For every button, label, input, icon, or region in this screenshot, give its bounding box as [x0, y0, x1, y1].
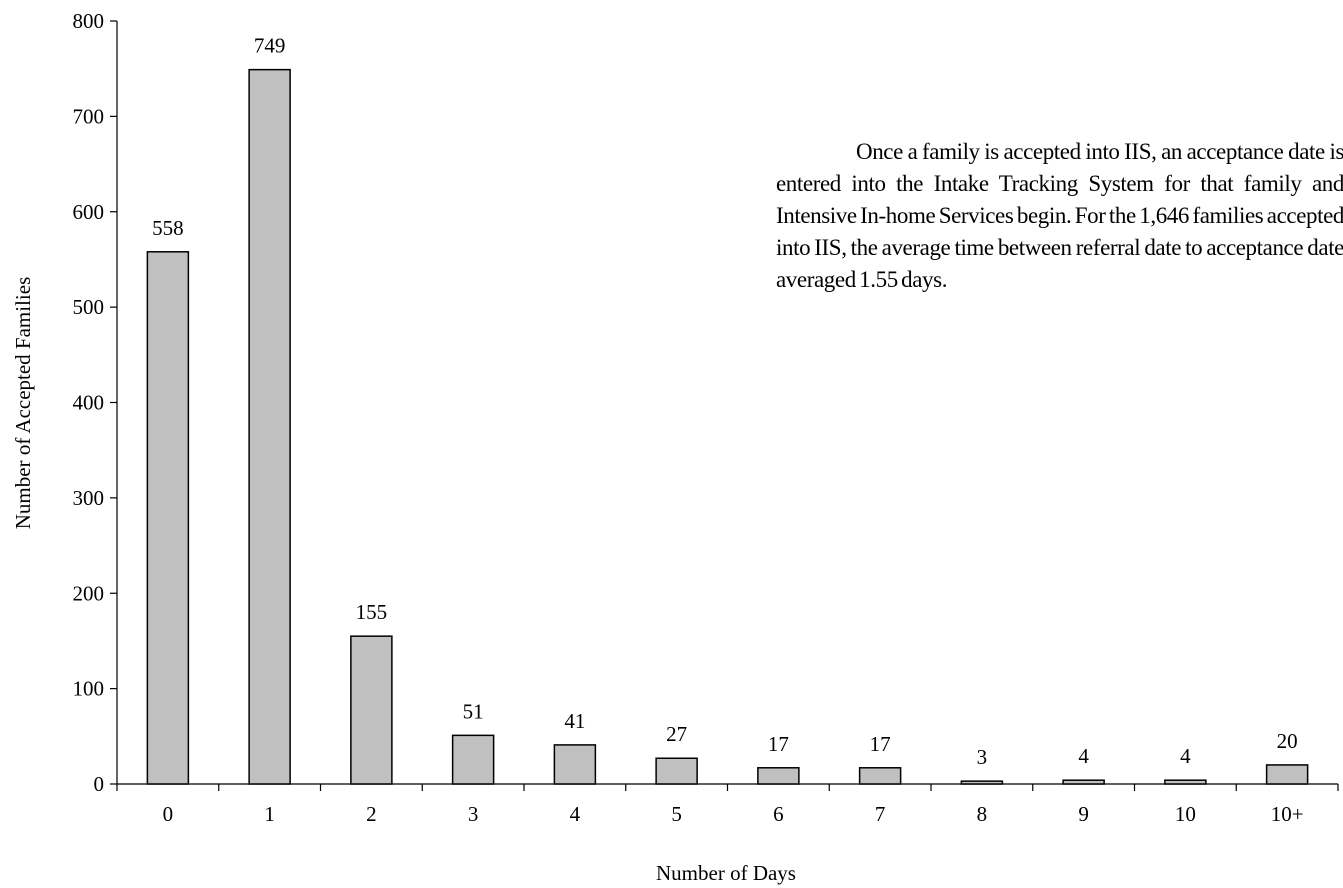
- data-label: 27: [666, 722, 687, 746]
- data-label: 155: [356, 600, 388, 624]
- data-label: 17: [768, 732, 789, 756]
- bar-4: [553, 744, 597, 785]
- x-tick-label: 7: [875, 802, 886, 826]
- y-tick-label: 200: [73, 581, 105, 605]
- x-tick-label: 0: [163, 802, 174, 826]
- x-tick-label: 9: [1078, 802, 1089, 826]
- data-label: 4: [1078, 744, 1089, 768]
- x-tick-label: 8: [977, 802, 988, 826]
- bar-3: [451, 734, 495, 785]
- y-tick-label: 700: [73, 104, 105, 128]
- bar-5: [655, 757, 698, 785]
- x-tick-label: 4: [570, 802, 581, 826]
- annotation-text: Once a family is accepted into IIS, an a…: [776, 139, 1343, 292]
- y-tick-label: 100: [73, 677, 105, 701]
- y-tick-label: 0: [94, 772, 105, 796]
- y-tick-label: 800: [73, 9, 105, 33]
- y-tick-label: 500: [73, 295, 105, 319]
- x-tick-label: 3: [468, 802, 479, 826]
- data-labels: 558 749 155 51 41 27 17 17 3 4 4 20: [152, 34, 1298, 769]
- y-tick-label: 600: [73, 200, 105, 224]
- bar-0: [146, 251, 190, 785]
- y-tick-label: 400: [73, 391, 105, 415]
- data-label: 41: [564, 709, 585, 733]
- x-tick-label: 6: [773, 802, 784, 826]
- bar-6: [757, 767, 800, 785]
- x-tick-label: 10+: [1271, 802, 1304, 826]
- x-axis-title: Number of Days: [656, 861, 796, 885]
- x-axis: 0 1 2 3 4 5 6 7 8 9 10 10+: [116, 783, 1339, 826]
- bar-1: [248, 68, 291, 785]
- data-label: 51: [463, 699, 484, 723]
- bar-7: [858, 767, 902, 785]
- bar-10: [1164, 779, 1207, 785]
- data-label: 558: [152, 216, 184, 240]
- bar-2: [350, 635, 393, 785]
- x-tick-label: 2: [366, 802, 377, 826]
- bars: [146, 68, 1309, 785]
- data-label: 3: [977, 745, 988, 769]
- x-tick-label: 10: [1175, 802, 1196, 826]
- data-label: 749: [254, 34, 286, 58]
- y-tick-label: 300: [73, 486, 105, 510]
- y-axis: 0 100 200 300 400 500 600 700 800: [73, 9, 118, 796]
- bar-10+: [1265, 764, 1309, 785]
- data-label: 17: [870, 732, 891, 756]
- bar-8: [960, 780, 1004, 785]
- x-tick-label: 5: [671, 802, 682, 826]
- data-label: 4: [1180, 744, 1191, 768]
- y-axis-title: Number of Accepted Families: [11, 277, 35, 530]
- data-label: 20: [1277, 729, 1298, 753]
- x-tick-label: 1: [264, 802, 275, 826]
- bar-9: [1062, 779, 1105, 785]
